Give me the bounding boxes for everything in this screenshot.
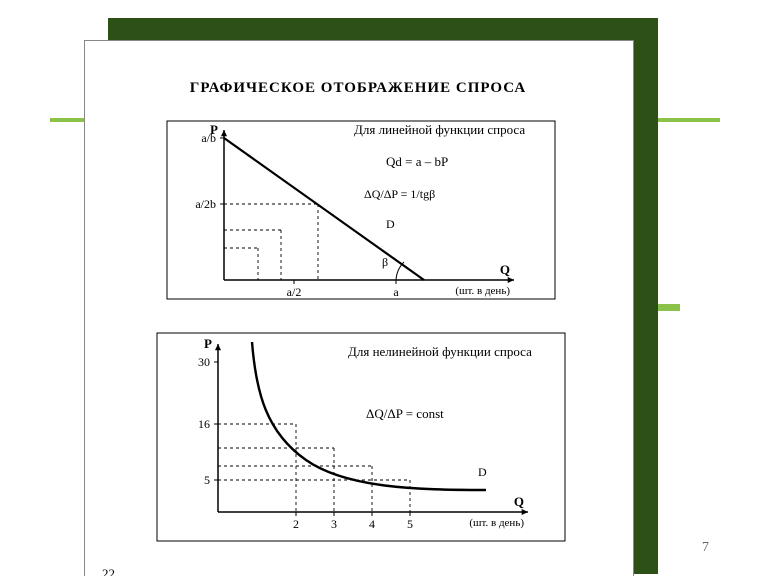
slide-root: ГРАФИЧЕСКОЕ ОТОБРАЖЕНИЕ СПРОСА P Q (шт. в … xyxy=(0,0,768,576)
scan-page-number: 22 xyxy=(102,566,115,576)
chart-linear-demand: PQ(шт. в день)a/ba/2ba/2aDβДля линейной … xyxy=(166,120,556,300)
svg-text:4: 4 xyxy=(369,517,375,531)
svg-text:Q: Q xyxy=(514,494,524,509)
slide-number: 7 xyxy=(702,540,709,556)
page-title: ГРАФИЧЕСКОЕ ОТОБРАЖЕНИЕ СПРОСА xyxy=(84,80,632,97)
svg-text:(шт. в день): (шт. в день) xyxy=(455,285,510,297)
chart-nonlinear-demand: P Q (шт. в день) 30 16 5 2 3 4 5 D Для нелинейной ф… xyxy=(156,332,566,542)
svg-text:a/2: a/2 xyxy=(287,285,302,299)
svg-text:ΔQ/ΔP = const: ΔQ/ΔP = const xyxy=(366,406,444,421)
svg-text:5: 5 xyxy=(204,473,210,487)
svg-text:D: D xyxy=(386,217,395,231)
svg-text:ΔQ/ΔP = 1/tgβ: ΔQ/ΔP = 1/tgβ xyxy=(364,187,435,201)
svg-text:Q: Q xyxy=(500,262,510,277)
svg-text:β: β xyxy=(382,255,388,269)
svg-text:D: D xyxy=(478,465,487,479)
svg-text:a: a xyxy=(393,285,399,299)
svg-text:a/b: a/b xyxy=(201,131,216,145)
svg-text:P: P xyxy=(204,336,212,351)
svg-text:16: 16 xyxy=(198,417,210,431)
svg-text:Для нелинейной функции спроса: Для нелинейной функции спроса xyxy=(348,344,532,359)
svg-text:Qd = a – bP: Qd = a – bP xyxy=(386,154,448,169)
svg-text:30: 30 xyxy=(198,355,210,369)
svg-text:2: 2 xyxy=(293,517,299,531)
svg-text:Для линейной функции спроса: Для линейной функции спроса xyxy=(354,122,525,137)
svg-text:5: 5 xyxy=(407,517,413,531)
svg-text:a/2b: a/2b xyxy=(195,197,216,211)
svg-text:3: 3 xyxy=(331,517,337,531)
svg-text:(шт. в день): (шт. в день) xyxy=(469,517,524,529)
